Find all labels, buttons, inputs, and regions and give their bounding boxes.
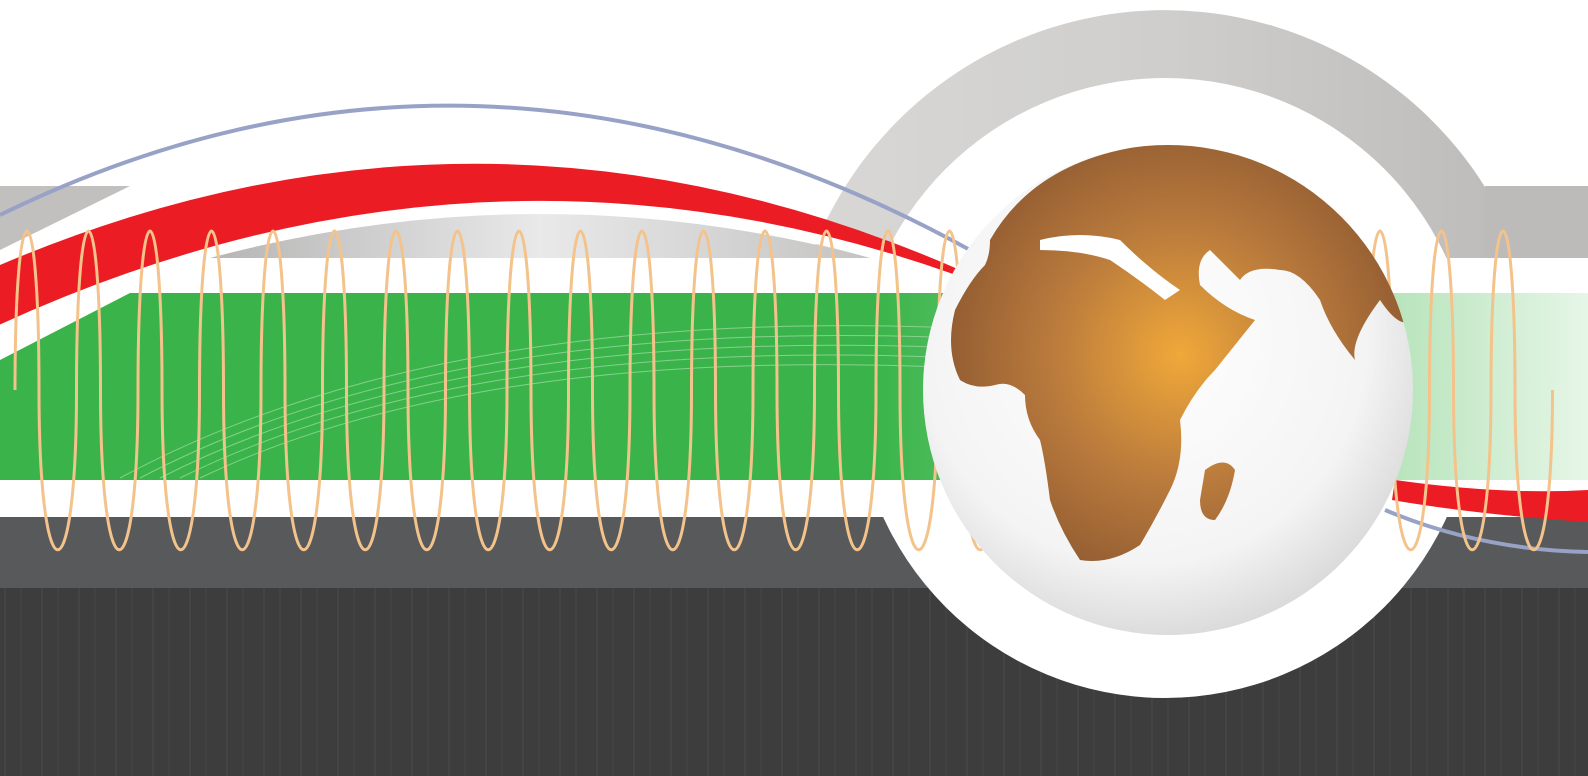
madagascar — [1200, 462, 1235, 520]
green-streaks — [119, 325, 1001, 479]
white-arc — [0, 200, 957, 335]
top-right-gray — [1485, 186, 1588, 258]
red-arc-right — [1392, 480, 1588, 522]
bottom-band-shape — [0, 588, 1588, 776]
top-left-gray — [0, 186, 130, 250]
red-arc — [0, 163, 960, 330]
continents — [951, 145, 1412, 561]
blue-arc — [0, 103, 971, 252]
gray-arc — [210, 214, 870, 258]
mediterranean — [1040, 235, 1180, 300]
blue-arc-right — [1384, 508, 1588, 554]
